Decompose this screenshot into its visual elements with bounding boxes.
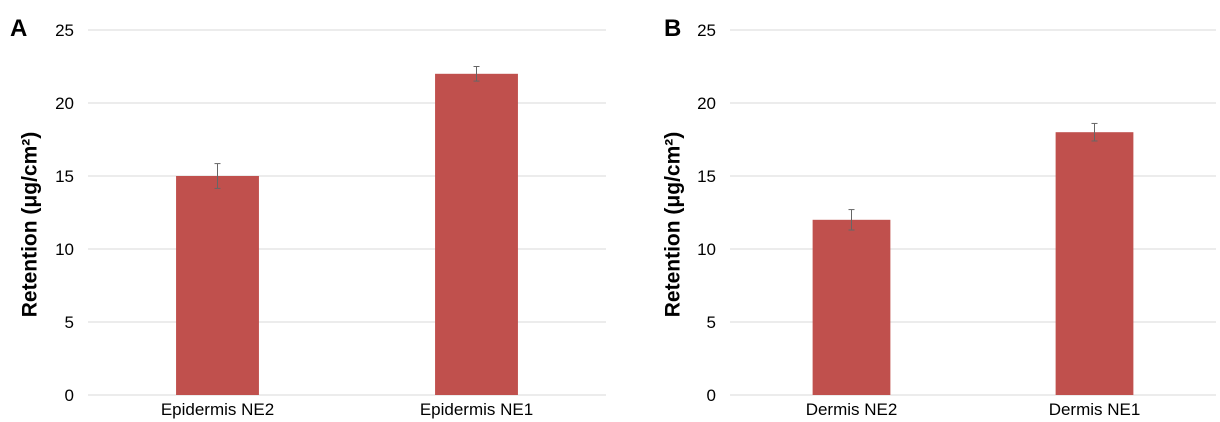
bar-chart-b: 0 5 10 15 20 25 Dermis NE2 Dermis NE1 [697, 21, 1216, 419]
bar [1055, 132, 1134, 395]
bar [435, 73, 518, 396]
y-tick-label: 0 [707, 386, 716, 405]
x-tick-label: Epidermis NE2 [161, 400, 274, 419]
y-tick-label: 5 [65, 313, 74, 332]
bar [176, 176, 259, 395]
y-tick-label: 15 [55, 167, 74, 186]
panel-label: A [10, 15, 28, 42]
x-tick-label: Dermis NE1 [1049, 400, 1141, 419]
bar-chart-a: 0 5 10 15 20 25 Epidermis NE2 Epidermis NE1 [55, 21, 606, 419]
y-tick-label: 10 [55, 240, 74, 259]
y-tick-label: 25 [697, 21, 716, 40]
bar [812, 219, 891, 395]
chart-panel-a: A Retention (μg/cm²) 0 5 10 15 20 25 Epidermis… [10, 15, 606, 419]
x-tick-label: Dermis NE2 [806, 400, 898, 419]
y-tick-label: 5 [707, 313, 716, 332]
y-tick-label: 15 [697, 167, 716, 186]
y-tick-label: 0 [65, 386, 74, 405]
panel-label: B [664, 15, 682, 42]
y-tick-label: 20 [55, 94, 74, 113]
y-tick-label: 20 [697, 94, 716, 113]
chart-panel-b: B Retention (μg/cm²) 0 5 10 15 20 25 Dermis NE… [610, 0, 1220, 422]
x-tick-label: Epidermis NE1 [420, 400, 533, 419]
y-tick-label: 25 [55, 21, 74, 40]
y-tick-label: 10 [697, 240, 716, 259]
